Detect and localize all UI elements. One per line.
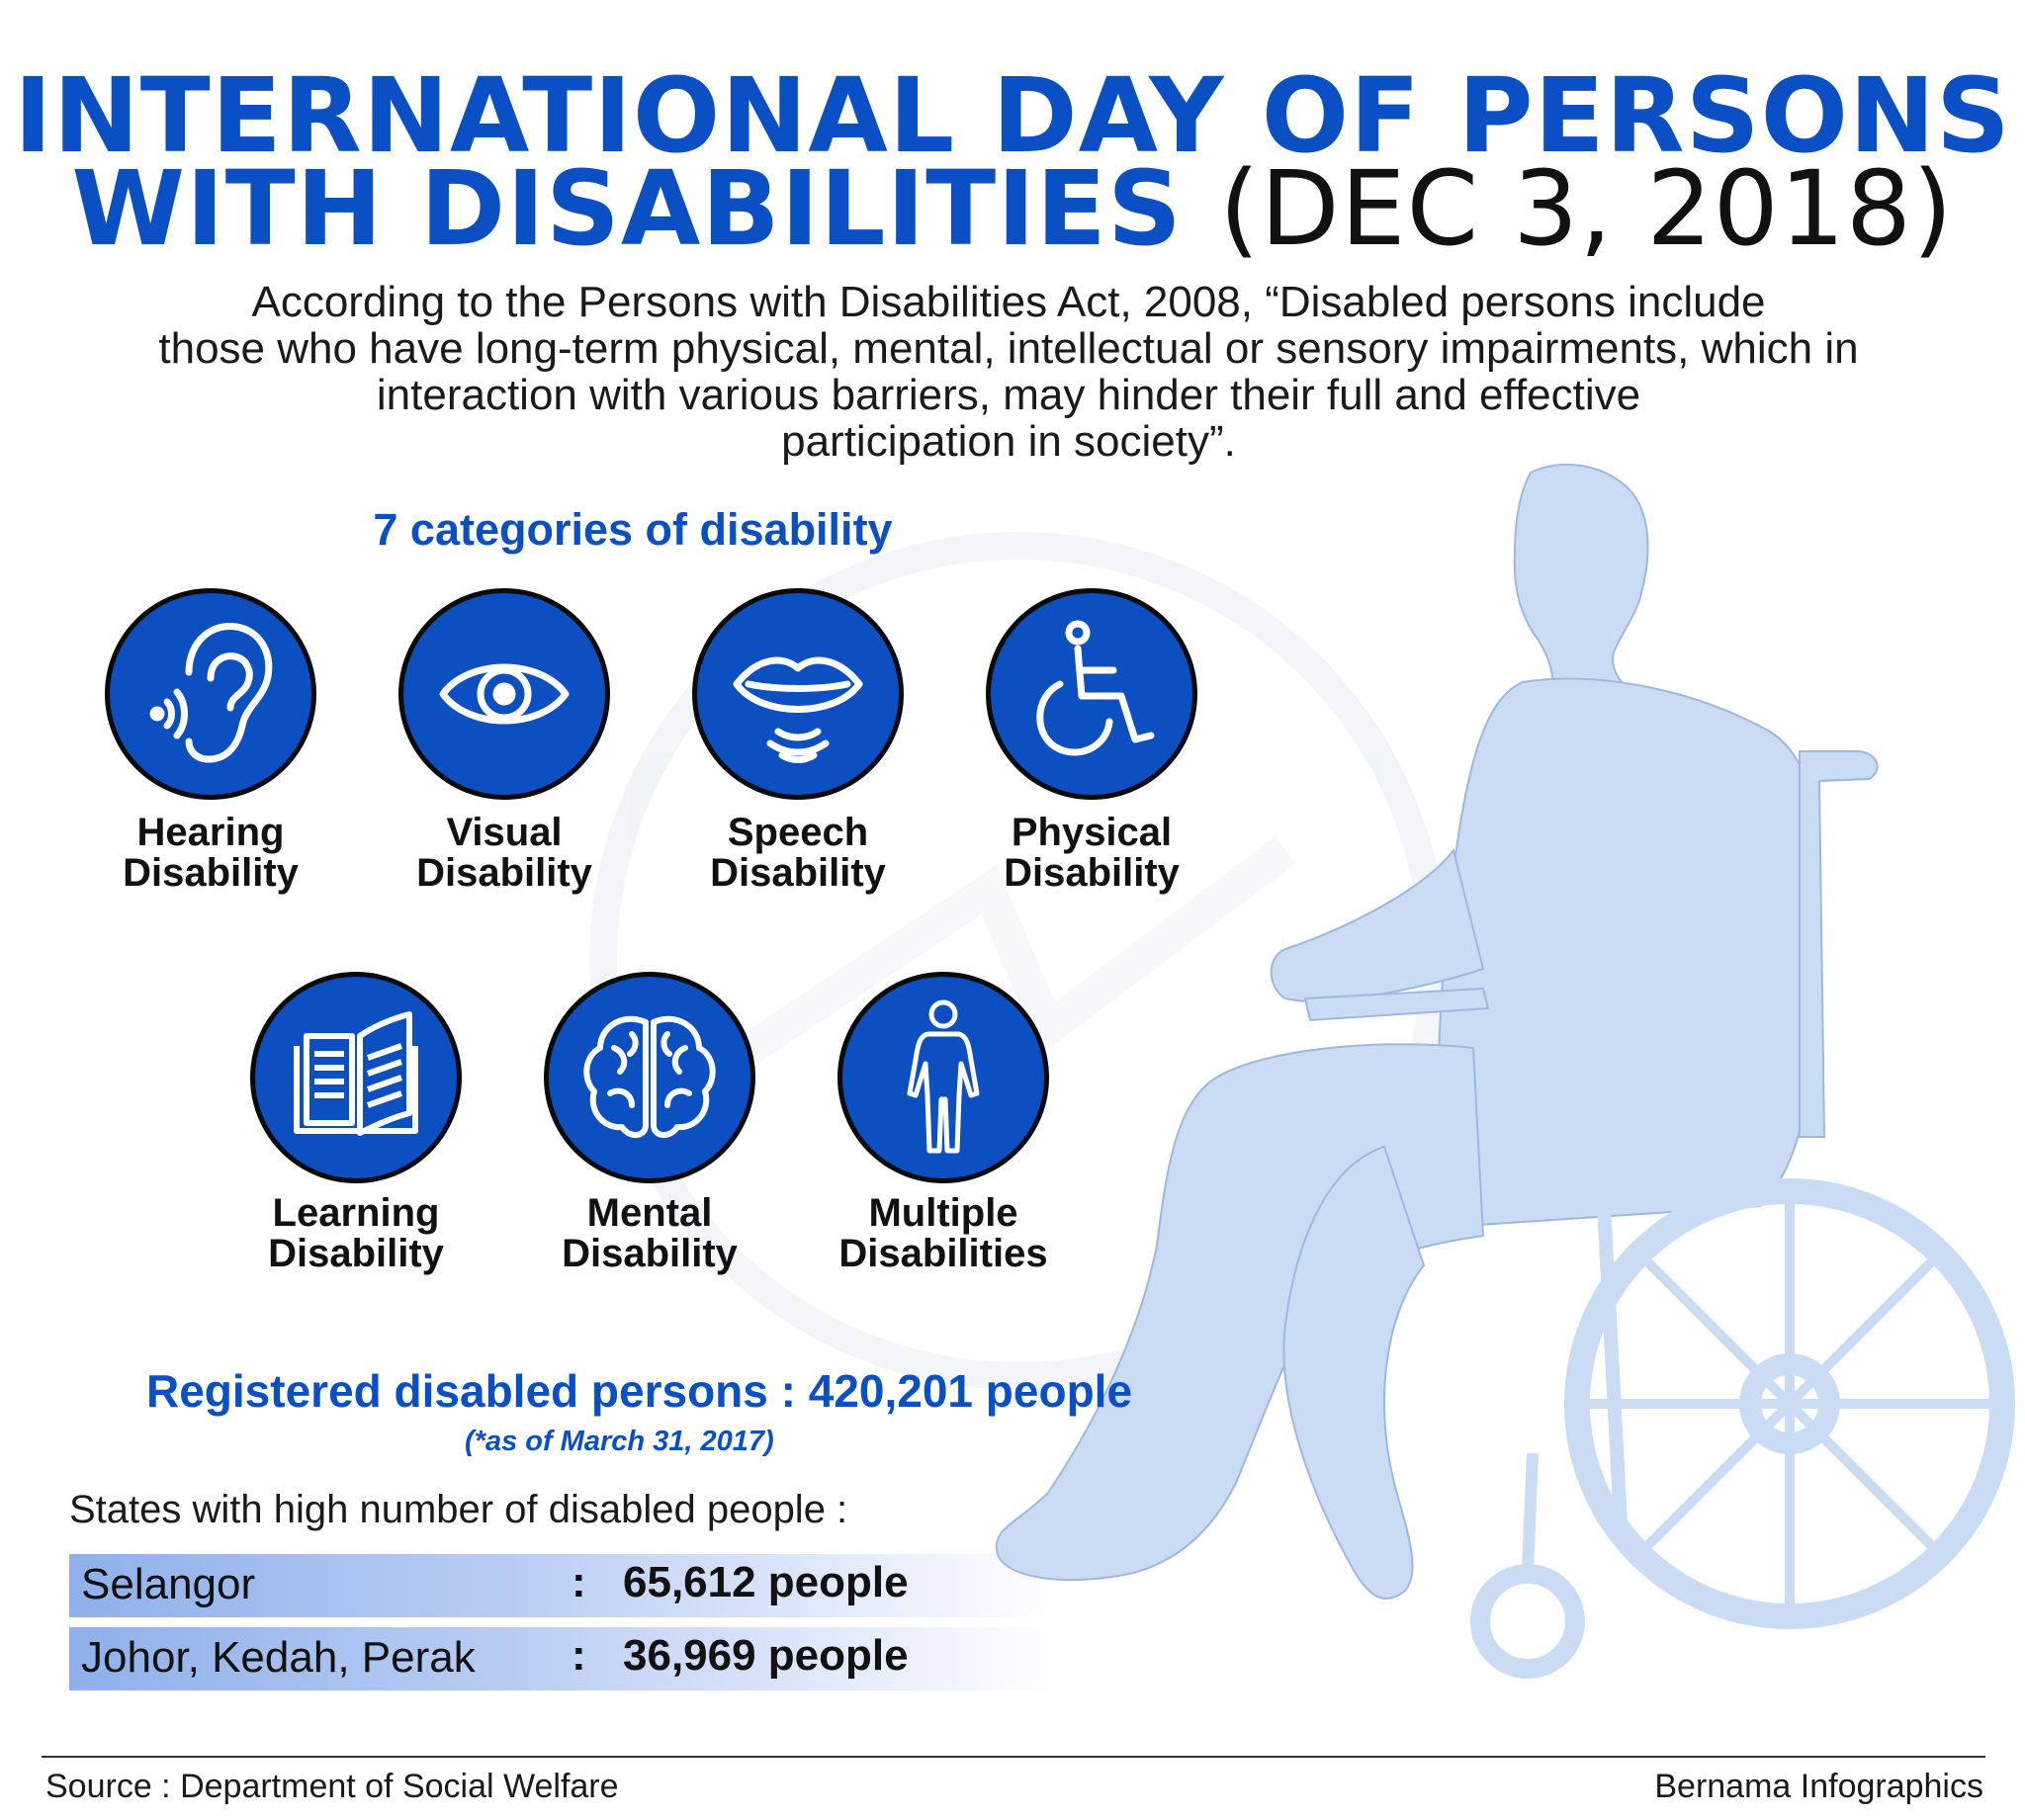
- category-label: Physical Disability: [1004, 811, 1180, 895]
- intro-line: According to the Persons with Disabiliti…: [251, 278, 1766, 326]
- category-label: Speech Disability: [710, 811, 886, 895]
- page-title-line1: INTERNATIONAL DAY OF PERSONS: [14, 55, 2011, 176]
- category-label: Hearing Disability: [123, 811, 299, 895]
- wheelchair-wheels: [1470, 1160, 2015, 1679]
- human-body-icon: [837, 972, 1049, 1183]
- categories-heading: 7 categories of disability: [373, 504, 893, 555]
- category-label: Multiple Disabilities: [838, 1191, 1048, 1275]
- ear-icon: [105, 588, 316, 800]
- wheelchair-icon: [986, 588, 1197, 800]
- category-label: Mental Disability: [562, 1191, 738, 1275]
- title-date: (DEC 3, 2018): [1219, 148, 1954, 269]
- state-separator: :: [572, 1631, 586, 1680]
- eye-icon: [398, 588, 610, 800]
- registered-total: Registered disabled persons : 420,201 pe…: [146, 1365, 1133, 1417]
- lips-icon: [692, 588, 904, 800]
- intro-line: participation in society”.: [781, 417, 1236, 466]
- state-value: 65,612 people: [623, 1558, 909, 1606]
- intro-line: those who have long-term physical, menta…: [158, 324, 1859, 373]
- title-blue-text: WITH DISABILITIES: [71, 148, 1183, 269]
- state-row: Johor, Kedah, Perak : 36,969 people: [69, 1627, 1058, 1690]
- registered-as-of-note: (*as of March 31, 2017): [465, 1426, 774, 1457]
- intro-paragraph: According to the Persons with Disabiliti…: [89, 279, 1928, 465]
- state-name: Selangor: [81, 1560, 256, 1608]
- book-icon: [250, 972, 462, 1183]
- brain-icon: [544, 972, 755, 1183]
- state-separator: :: [572, 1558, 586, 1606]
- state-value: 36,969 people: [623, 1631, 909, 1680]
- source-credit: Source : Department of Social Welfare: [45, 1768, 619, 1805]
- states-heading: States with high number of disabled peop…: [69, 1488, 848, 1531]
- state-name: Johor, Kedah, Perak: [81, 1633, 476, 1682]
- footer-divider: [42, 1756, 1985, 1758]
- state-row: Selangor : 65,612 people: [69, 1554, 1058, 1617]
- intro-line: interaction with various barriers, may h…: [376, 371, 1641, 419]
- publisher-credit: Bernama Infographics: [1654, 1768, 1983, 1805]
- category-label: Visual Disability: [416, 811, 592, 895]
- category-label: Learning Disability: [268, 1191, 444, 1275]
- wheelchair-person-silhouette: [995, 463, 1879, 1601]
- page-title-line2: WITH DISABILITIES (DEC 3, 2018): [0, 150, 2025, 267]
